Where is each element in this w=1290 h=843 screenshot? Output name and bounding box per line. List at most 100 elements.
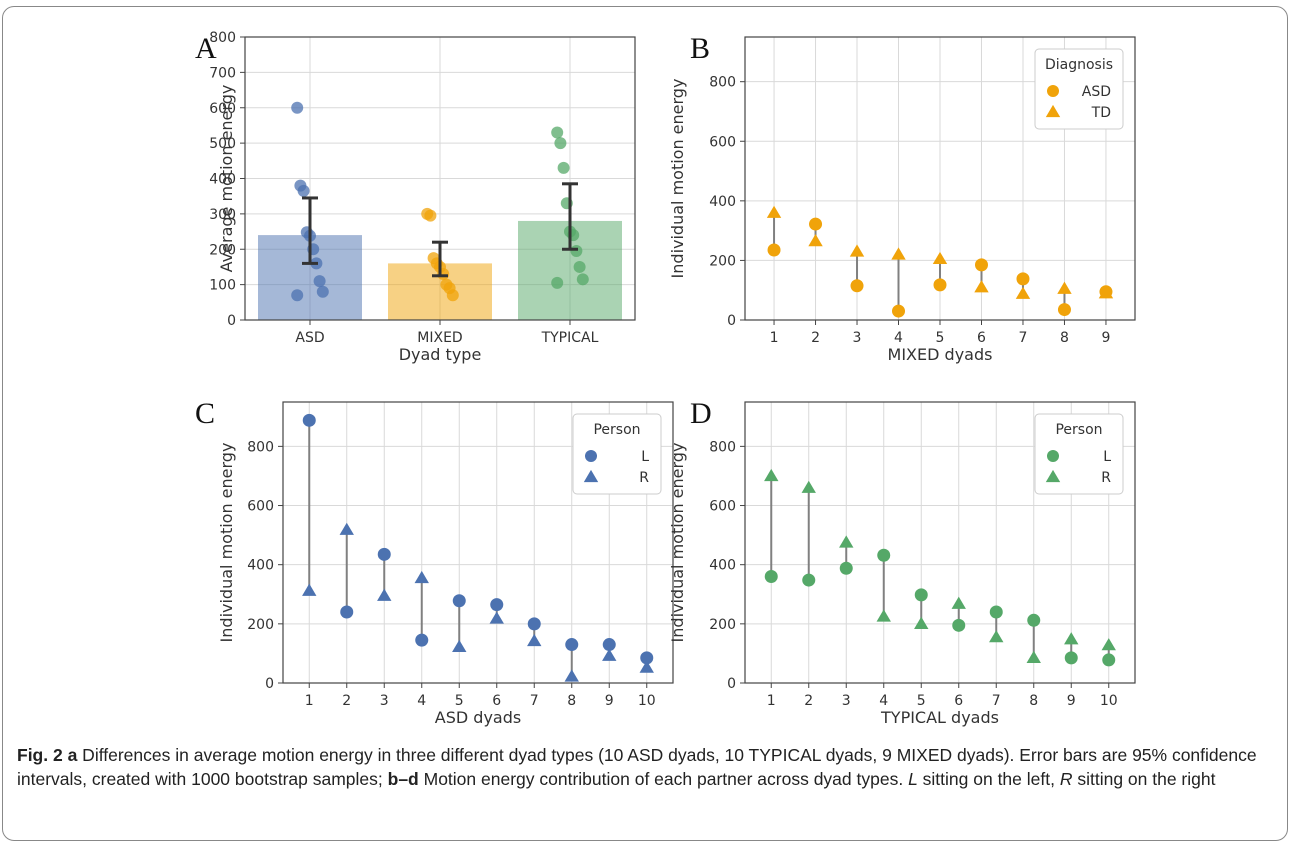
x-tick-label: 9 [1101,330,1110,346]
circle-point [952,618,966,632]
figure-caption: Fig. 2 a Differences in average motion e… [17,743,1277,791]
circle-point [1027,613,1041,627]
triangle-point [764,468,779,482]
x-tick-label: 7 [1019,330,1028,346]
axes-frame [282,401,674,684]
triangle-point [452,639,467,653]
triangle-point [302,583,317,596]
circle-point [452,594,466,608]
x-tick-label: ASD [295,330,324,346]
y-tick-label: 600 [247,499,274,515]
triangle-point [602,648,617,661]
legend-label: R [1101,470,1111,486]
data-point [551,276,564,289]
legend-label: L [641,449,649,465]
circle-point [1064,651,1078,665]
triangle-point [1057,281,1072,294]
y-tick-label: 300 [209,207,236,223]
y-tick-label: 200 [709,253,736,269]
data-point [554,137,567,150]
legend-circle-marker [1047,450,1059,462]
y-tick-label: 0 [265,676,274,692]
triangle-point [932,251,948,265]
x-tick-label: 3 [853,330,862,346]
circle-point [1016,272,1030,286]
axes-frame [244,36,636,321]
circle-point [802,573,816,587]
legend-triangle-marker [583,469,599,483]
x-tick-label: 8 [1060,330,1069,346]
data-point [291,101,304,114]
triangle-point [876,609,891,622]
y-tick-label: 600 [209,101,236,117]
data-point [424,209,437,222]
triangle-point [891,247,906,260]
y-tick-label: 100 [209,278,236,294]
circle-point [490,598,504,612]
x-tick-label: 8 [567,693,576,709]
caption-bd-text: Motion energy contribution of each partn… [418,769,909,789]
panel-letter-b: B [690,32,710,65]
panel-letter-a: A [195,32,217,65]
circle-point [340,605,354,619]
axes-frame [744,401,1136,684]
circle-point [809,217,823,231]
x-tick-label: 4 [894,330,903,346]
data-point [316,285,329,298]
circle-point [1102,653,1116,667]
data-point [551,126,564,139]
legend-box [1034,413,1124,495]
legend-circle-marker [1047,85,1059,97]
data-point [313,275,326,288]
x-tick-label: TYPICAL [541,330,599,346]
triangle-point [974,280,989,293]
circle-point [415,633,429,647]
circle-point [850,279,864,293]
triangle-point [339,522,354,535]
circle-point [839,561,853,575]
data-point [291,289,304,302]
caption-l-text: sitting on the left, [917,769,1060,789]
y-tick-label: 800 [209,30,236,46]
legend-title: Person [1055,422,1102,438]
triangle-point [414,570,429,584]
x-tick-label: 4 [417,693,426,709]
legend-circle-marker [585,450,597,462]
circle-point [302,413,316,427]
y-tick-label: 0 [227,313,236,329]
y-tick-label: 800 [709,439,736,455]
x-tick-label: 2 [342,693,351,709]
triangle-point [914,616,929,629]
triangle-point [527,633,542,647]
data-point [297,184,310,197]
caption-a-text: Differences in average motion energy in … [17,745,1257,789]
circle-point [767,243,781,257]
circle-point [933,278,947,292]
circle-point [640,651,654,665]
x-tick-label: 7 [530,693,539,709]
caption-l-label: L [908,769,918,789]
y-tick-label: 200 [209,242,236,258]
x-tick-label: 3 [380,693,389,709]
legend-label: L [1103,449,1111,465]
triangle-point [564,669,579,682]
y-axis-label: Individual motion energy [217,443,236,643]
circle-point [527,617,541,631]
triangle-point [1064,632,1079,645]
x-tick-label: 9 [605,693,614,709]
data-point [573,260,586,273]
legend: Diagnosis ASD TD [1034,48,1124,130]
y-axis-label: Individual motion energy [668,443,687,643]
triangle-point [489,611,504,624]
circle-point [764,570,778,584]
figure-frame [2,6,1288,841]
x-axis-label: TYPICAL dyads [880,708,999,727]
x-tick-label: 10 [638,693,656,709]
caption-a-label: a [67,745,78,765]
panel-b: B 0 200 400 600 800 1 2 3 4 5 6 7 8 9 MIXED dyads Indivi… [668,32,1136,364]
y-tick-label: 400 [709,558,736,574]
legend-box [1034,48,1124,130]
caption-fig-label: Fig. 2 [17,745,63,765]
legend-title: Diagnosis [1045,57,1113,73]
